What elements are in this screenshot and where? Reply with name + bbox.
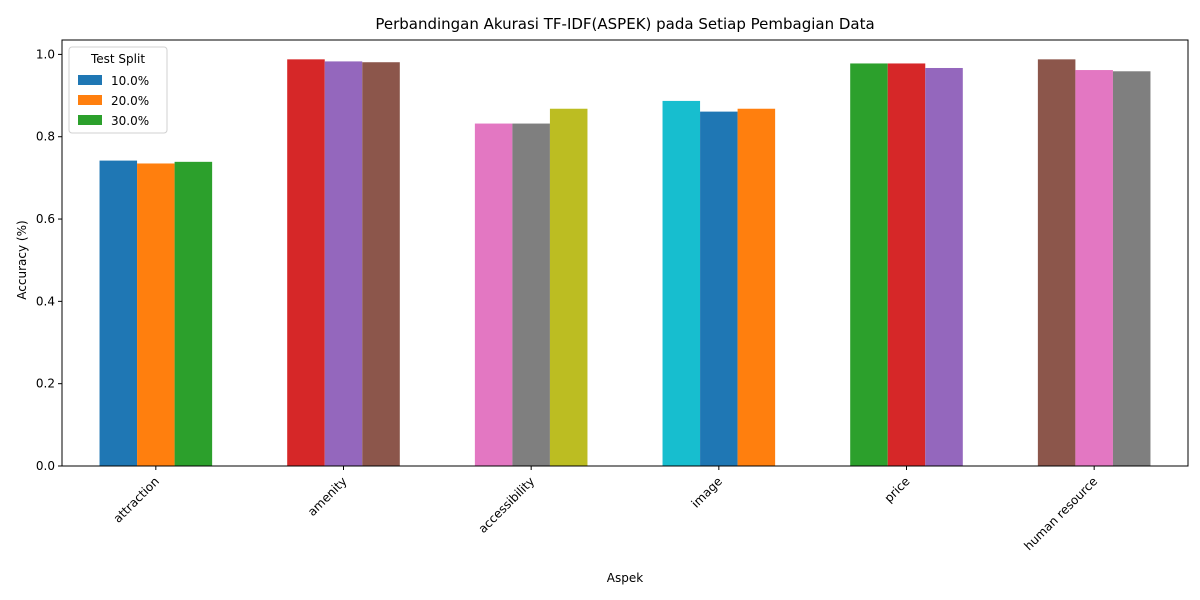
bar: [850, 63, 888, 466]
x-tick-label: attraction: [111, 474, 162, 525]
bar: [1075, 70, 1113, 466]
y-tick-label: 0.2: [36, 377, 55, 391]
legend-title: Test Split: [90, 52, 145, 66]
legend-entry-label: 10.0%: [111, 74, 149, 88]
bar: [887, 63, 926, 466]
y-tick-label: 1.0: [36, 47, 55, 61]
bar: [512, 123, 550, 466]
bar: [362, 62, 400, 467]
plot-area: 0.0 0.2 0.4 0.6 0.8 1.0 attraction amenity acces…: [36, 39, 1189, 553]
legend-swatch: [78, 115, 102, 125]
x-tick-label: price: [882, 474, 913, 505]
x-axis-label: Aspek: [607, 571, 643, 585]
bar: [474, 123, 513, 466]
x-tick-label: accessibility: [476, 474, 538, 536]
legend-swatch: [78, 95, 102, 105]
x-tick-label: human resource: [1021, 474, 1100, 553]
bar: [99, 160, 138, 466]
bar: [287, 59, 325, 466]
bar: [925, 67, 963, 466]
x-tick-label: amenity: [305, 474, 350, 519]
bar: [324, 61, 363, 467]
y-tick-label: 0.0: [36, 459, 55, 473]
legend: Test Split 10.0% 20.0% 30.0%: [68, 46, 168, 134]
x-tick-label: image: [689, 474, 725, 510]
bar: [662, 100, 701, 466]
plot-frame: [61, 39, 1189, 467]
y-tick-label: 0.4: [36, 294, 55, 308]
bar: [700, 111, 738, 466]
y-tick-label: 0.6: [36, 212, 55, 226]
legend-box: [68, 46, 168, 134]
bar: [737, 108, 776, 466]
bar: [174, 161, 213, 466]
chart-title: Perbandingan Akurasi TF-IDF(ASPEK) pada …: [375, 15, 874, 33]
legend-swatch: [78, 75, 102, 85]
y-tick-label: 0.8: [36, 130, 55, 144]
legend-entry-label: 30.0%: [111, 114, 149, 128]
bar: [137, 163, 175, 466]
bar: [549, 108, 588, 466]
y-axis-label: Accuracy (%): [15, 220, 29, 299]
bar: [1112, 71, 1151, 466]
legend-entry-label: 20.0%: [111, 94, 149, 108]
bar: [1037, 59, 1076, 466]
